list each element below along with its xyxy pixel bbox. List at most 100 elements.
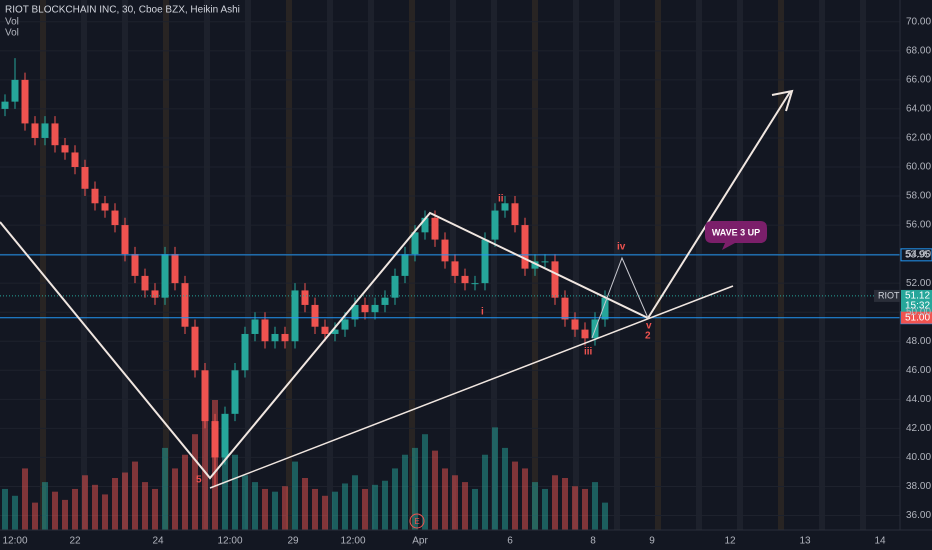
candle-body — [1, 101, 9, 109]
volume-bar — [82, 475, 88, 530]
volume-bar — [512, 461, 518, 530]
price-tag — [901, 289, 932, 312]
stripe — [122, 0, 128, 530]
volume-bar — [252, 482, 258, 530]
y-tick-label: 64.00 — [906, 104, 931, 115]
y-tick-label: 36.00 — [906, 510, 931, 521]
y-tick-label: 60.00 — [906, 162, 931, 173]
y-tick-label: 52.00 — [906, 278, 931, 289]
candle-body — [291, 290, 299, 342]
grid — [0, 21, 900, 516]
volume-bar — [572, 486, 578, 530]
volume-bar — [42, 482, 48, 530]
candle-body — [171, 254, 179, 284]
wave-label: iii — [584, 347, 593, 358]
volume-bar — [272, 491, 278, 530]
volume-bar — [222, 441, 228, 530]
volume-bar — [92, 484, 98, 530]
stripe — [491, 0, 497, 530]
candle-body — [271, 333, 279, 342]
x-tick-label: 12:00 — [340, 536, 365, 547]
price-label: 51.12 — [905, 291, 930, 302]
y-tick-label: 70.00 — [906, 16, 931, 27]
volume-bar — [372, 484, 378, 530]
y-tick-label: 42.00 — [906, 423, 931, 434]
candle-body — [311, 304, 319, 327]
wave-label: iv — [617, 242, 626, 253]
y-tick-label: 66.00 — [906, 75, 931, 86]
volume-bar — [552, 475, 558, 530]
candle-body — [231, 370, 239, 414]
volume-bar — [522, 468, 528, 530]
x-tick-label: 12:00 — [2, 536, 27, 547]
chart-title: RIOT BLOCKCHAIN INC, 30, Cboe BZX, Heiki… — [5, 5, 240, 16]
x-tick-label: 14 — [874, 536, 886, 547]
volume-bar — [542, 488, 548, 530]
candle-body — [331, 329, 339, 334]
wave-label: v — [646, 321, 652, 332]
earnings-text[interactable]: E — [414, 517, 419, 526]
level-label: 53.95 — [905, 249, 930, 260]
candle-body — [161, 254, 169, 298]
candle-body — [511, 203, 519, 226]
candle-body — [571, 319, 579, 330]
x-tick-label: 6 — [507, 536, 513, 547]
volume-bar — [242, 475, 248, 530]
wave-label: i — [481, 307, 484, 318]
candle-body — [421, 217, 429, 233]
candle-body — [241, 333, 249, 371]
volume-bar — [312, 488, 318, 530]
volume-bar — [262, 488, 268, 530]
candle-body — [451, 261, 459, 276]
volume-bar — [352, 475, 358, 530]
candle-body — [111, 210, 119, 226]
wave-line — [0, 91, 791, 480]
volume-bar — [302, 478, 308, 530]
y-tick-label: 54.00 — [906, 249, 931, 260]
candle-body — [441, 239, 449, 262]
volume-bar — [502, 447, 508, 530]
candle-body — [201, 370, 209, 422]
stripe — [573, 0, 579, 530]
volume-bar — [172, 468, 178, 530]
volume-bar — [232, 454, 238, 530]
x-tick-label: 12 — [724, 536, 736, 547]
candle-body — [281, 333, 289, 342]
candle-body — [21, 79, 29, 124]
wave-labels: 5 i ii iii iv v 2 — [196, 194, 652, 486]
y-tick-label: 44.00 — [906, 394, 931, 405]
stripe — [81, 0, 87, 530]
y-tick-label: 48.00 — [906, 336, 931, 347]
candle-body — [61, 145, 69, 153]
x-tick-label: 8 — [590, 536, 596, 547]
stripe — [778, 0, 784, 530]
volume-bar — [592, 482, 598, 530]
candle-body — [181, 283, 189, 327]
candle-body — [11, 79, 19, 102]
candle-body — [101, 203, 109, 211]
volume-bar — [602, 502, 608, 530]
candles — [1, 58, 609, 487]
y-tick-label: 56.00 — [906, 220, 931, 231]
candle-body — [491, 210, 499, 240]
candle-body — [191, 326, 199, 371]
x-tick-label: 22 — [69, 536, 81, 547]
candle-body — [261, 319, 269, 342]
y-tick-label: 58.00 — [906, 191, 931, 202]
candle-body — [351, 304, 359, 320]
volume-bar — [182, 454, 188, 530]
stripe — [286, 0, 292, 530]
candle-body — [221, 413, 229, 458]
candle-body — [431, 217, 439, 240]
stripe — [40, 0, 46, 530]
volume-bar — [2, 488, 8, 530]
volume-bar — [282, 486, 288, 530]
alert-label: 51.00 — [905, 312, 930, 323]
volume-bar — [452, 475, 458, 530]
earnings-icon[interactable] — [409, 513, 425, 529]
candle-body — [541, 261, 549, 263]
x-tick-label: 24 — [152, 536, 164, 547]
symbol-label: RIOT — [878, 290, 900, 300]
